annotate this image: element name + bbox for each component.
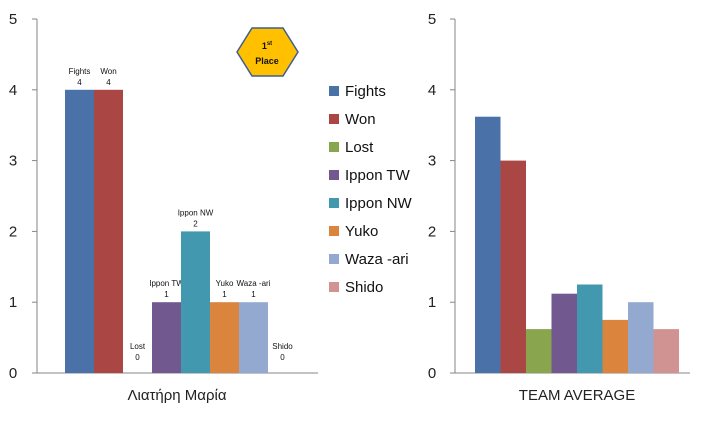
bar-yuko	[210, 302, 239, 373]
bar-yuko	[602, 319, 628, 373]
legend-label-ippon-tw: Ippon TW	[345, 167, 411, 184]
data-label-value-waza-ari: 1	[251, 290, 256, 299]
legend-swatch-ippon-nw	[329, 198, 339, 208]
data-label-name-won: Won	[100, 67, 116, 76]
y-tick-label: 1	[9, 294, 17, 311]
bar-fights	[65, 89, 94, 374]
y-tick-label: 5	[9, 11, 17, 28]
y-tick-label: 2	[9, 223, 17, 240]
legend-swatch-lost	[329, 142, 339, 152]
legend-swatch-ippon-tw	[329, 170, 339, 180]
y-tick-label: 0	[428, 365, 436, 382]
data-label-value-shido: 0	[280, 353, 285, 362]
data-label-value-yuko: 1	[222, 290, 227, 299]
legend-swatch-fights	[329, 86, 339, 96]
legend-label-fights: Fights	[345, 83, 386, 100]
bar-ippon-tw	[551, 293, 577, 373]
bar-fights	[475, 116, 501, 373]
y-tick-label: 3	[9, 153, 17, 170]
data-label-value-fights: 4	[77, 78, 82, 87]
data-label-name-ippon-tw: Ippon TW	[149, 279, 184, 288]
bar-ippon-nw	[577, 284, 603, 373]
legend-label-waza-ari: Waza -ari	[345, 251, 409, 268]
bar-shido	[653, 329, 679, 373]
first-place-badge: 1st Place	[236, 27, 299, 77]
legend-label-ippon-nw: Ippon NW	[345, 195, 413, 212]
chart-caption: Λιατήρη Μαρία	[127, 387, 226, 404]
legend: Fights Won Lost Ippon TW Ippon NW Yuko Waza -a…	[329, 83, 413, 296]
y-tick-label: 4	[428, 82, 436, 99]
bar-waza-ari	[628, 302, 654, 373]
data-label-name-fights: Fights	[69, 67, 91, 76]
badge-label: Place	[255, 56, 279, 66]
y-tick-label: 3	[428, 153, 436, 170]
legend-swatch-yuko	[329, 226, 339, 236]
data-label-name-waza-ari: Waza -ari	[237, 279, 271, 288]
data-label-value-won: 4	[106, 78, 111, 87]
y-tick-label: 2	[428, 223, 436, 240]
legend-label-shido: Shido	[345, 279, 383, 296]
data-label-name-lost: Lost	[130, 342, 146, 351]
y-tick-label: 5	[428, 11, 436, 28]
bar-waza-ari	[239, 302, 268, 373]
y-tick-label: 4	[9, 82, 17, 99]
left-chart: 0 1 2 3 4 5 Fights 4 Won 4 Lost 0 Ippon TW 1 Ippon NW 2…	[9, 11, 318, 404]
data-label-value-ippon-tw: 1	[164, 290, 169, 299]
bar-won	[500, 160, 526, 373]
data-label-name-ippon-nw: Ippon NW	[178, 208, 214, 217]
legend-label-lost: Lost	[345, 139, 374, 156]
y-tick-label: 1	[428, 294, 436, 311]
legend-label-yuko: Yuko	[345, 223, 378, 240]
data-label-name-shido: Shido	[272, 342, 293, 351]
data-label-value-ippon-nw: 2	[193, 219, 198, 228]
legend-swatch-shido	[329, 282, 339, 292]
chart-caption: TEAM AVERAGE	[519, 387, 635, 404]
badge-hexagon	[236, 27, 299, 77]
legend-swatch-waza-ari	[329, 254, 339, 264]
badge-rank: 1st	[262, 41, 272, 51]
bar-lost	[526, 329, 552, 373]
legend-label-won: Won	[345, 111, 376, 128]
data-label-name-yuko: Yuko	[216, 279, 234, 288]
legend-swatch-won	[329, 114, 339, 124]
bar-won	[94, 89, 123, 374]
bar-ippon-tw	[152, 302, 181, 373]
right-chart: 0 1 2 3 4 5 TEAM AVERAGE	[428, 11, 690, 404]
bar-ippon-nw	[181, 231, 210, 373]
data-label-value-lost: 0	[135, 353, 140, 362]
y-tick-label: 0	[9, 365, 17, 382]
